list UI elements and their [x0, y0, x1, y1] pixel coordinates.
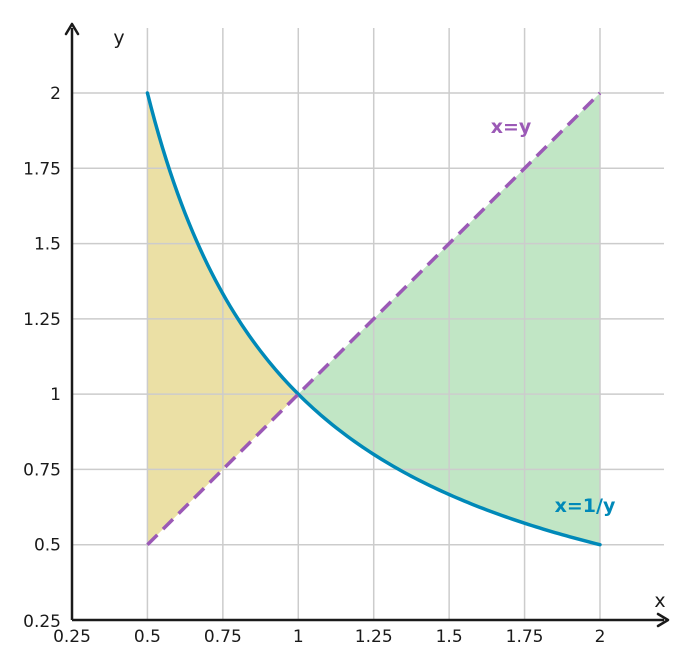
tick-labels: 0.25 0.5 0.75 1 1.25 1.5 1.75 2 0.25 0.5 0.75 1 1.25… — [23, 84, 605, 647]
y-tick-label: 0.25 — [23, 612, 61, 632]
x-tick-label: 1.75 — [506, 627, 544, 647]
x-tick-label: 0.5 — [134, 627, 161, 647]
x-tick-label: 1.5 — [436, 627, 463, 647]
annotation-x-equals-1-over-y: x=1/y — [555, 495, 616, 517]
y-tick-label: 2 — [50, 84, 61, 104]
annotation-x-equals-y: x=y — [491, 116, 532, 138]
x-tick-label: 1.25 — [355, 627, 393, 647]
y-tick-label: 0.5 — [34, 536, 61, 556]
x-axis-label: x — [654, 590, 665, 612]
y-tick-label: 0.75 — [23, 460, 61, 480]
y-tick-label: 1 — [50, 385, 61, 405]
y-tick-label: 1.5 — [34, 235, 61, 255]
y-axis-arrow-icon — [64, 22, 80, 36]
x-tick-label: 0.75 — [204, 627, 242, 647]
series-line-x-equals-y — [146, 91, 602, 546]
axes — [64, 22, 670, 628]
y-axis-label: y — [113, 27, 124, 49]
x-axis-arrow-icon — [656, 612, 670, 628]
x-tick-label: 1 — [293, 627, 304, 647]
x-tick-label: 0.25 — [53, 627, 91, 647]
x-tick-label: 2 — [595, 627, 606, 647]
y-tick-label: 1.25 — [23, 310, 61, 330]
series-layer — [145, 91, 602, 547]
y-tick-label: 1.75 — [23, 159, 61, 179]
series-curve-x-equals-1-over-y — [145, 91, 602, 547]
grid — [72, 28, 664, 620]
